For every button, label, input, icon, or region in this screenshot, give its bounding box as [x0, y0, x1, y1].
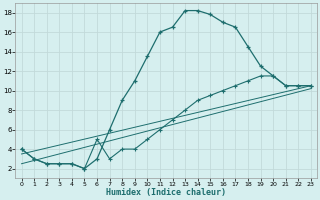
X-axis label: Humidex (Indice chaleur): Humidex (Indice chaleur) [106, 188, 226, 197]
